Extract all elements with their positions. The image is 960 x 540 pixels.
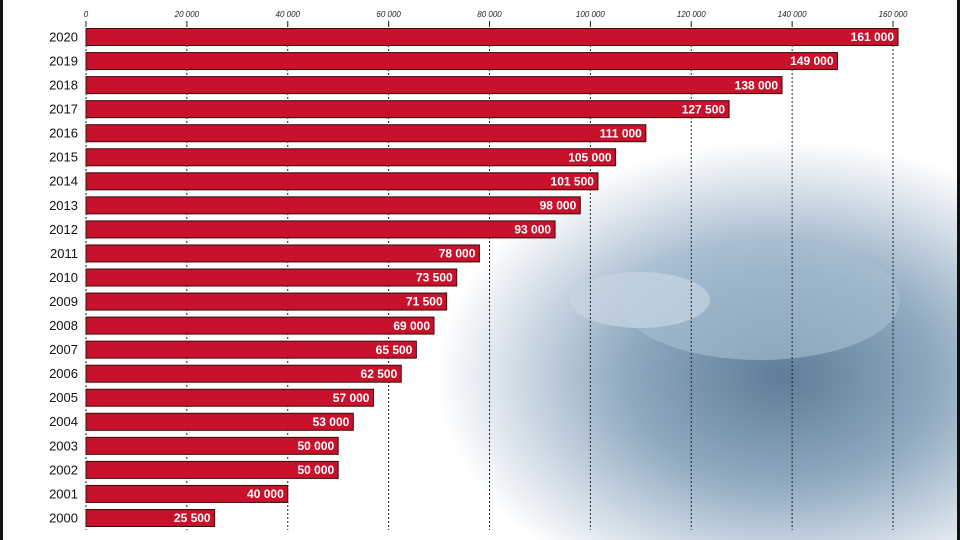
bar [85, 364, 402, 383]
y-tick-label: 2013 [49, 198, 78, 213]
bar [85, 412, 354, 431]
frame-right [957, 0, 960, 540]
value-label: 78 000 [439, 247, 476, 261]
y-tick-label: 2012 [49, 222, 78, 237]
y-tick-label: 2006 [49, 366, 78, 381]
value-label: 65 500 [376, 343, 413, 357]
value-label: 127 500 [682, 102, 726, 116]
y-tick-label: 2003 [49, 438, 78, 453]
x-tick-label: 40 000 [276, 10, 301, 19]
x-tick-label: 20 000 [174, 10, 200, 19]
x-tick-label: 0 [84, 10, 89, 19]
value-label: 71 500 [406, 295, 443, 309]
bar [85, 172, 599, 191]
x-tick-label: 120 000 [677, 10, 706, 19]
value-label: 161 000 [851, 30, 895, 44]
bar [85, 52, 839, 71]
value-label: 50 000 [297, 463, 334, 477]
bar [85, 244, 480, 263]
value-label: 62 500 [361, 367, 398, 381]
y-tick-label: 2001 [49, 486, 78, 501]
value-label: 138 000 [735, 78, 779, 92]
y-tick-label: 2019 [49, 54, 78, 69]
y-tick-label: 2008 [49, 318, 78, 333]
thumb [570, 272, 710, 328]
bars: 2020 161 000 2019 149 000 2018 138 000 2017 127… [49, 28, 899, 527]
x-tick-label: 80 000 [477, 10, 502, 19]
bar [85, 340, 417, 359]
bar [85, 460, 339, 479]
bar [85, 220, 556, 239]
value-label: 111 000 [600, 126, 642, 140]
value-label: 101 500 [551, 174, 595, 188]
value-label: 69 000 [393, 319, 430, 333]
value-label: 50 000 [297, 439, 334, 453]
bar [85, 316, 435, 335]
value-label: 25 500 [174, 511, 211, 525]
y-tick-label: 2009 [49, 294, 78, 309]
x-tick-label: 160 000 [879, 10, 908, 19]
y-tick-label: 2020 [49, 29, 78, 44]
value-label: 98 000 [540, 199, 577, 213]
y-tick-label: 2016 [49, 126, 78, 141]
bar [85, 148, 617, 167]
y-tick-label: 2018 [49, 78, 78, 93]
y-tick-label: 2017 [49, 102, 78, 117]
bar [85, 268, 458, 287]
bar [85, 100, 730, 119]
y-tick-label: 2002 [49, 462, 78, 477]
value-label: 149 000 [790, 54, 834, 68]
y-tick-label: 2000 [49, 510, 78, 525]
value-label: 93 000 [514, 223, 551, 237]
value-label: 57 000 [333, 391, 370, 405]
y-tick-label: 2007 [49, 342, 78, 357]
bar [85, 196, 581, 215]
y-tick-label: 2005 [49, 390, 78, 405]
bar [85, 124, 647, 143]
bar [85, 76, 783, 95]
y-tick-label: 2011 [50, 246, 78, 261]
y-tick-label: 2014 [49, 174, 78, 189]
y-tick-label: 2010 [49, 270, 78, 285]
bar [85, 292, 448, 311]
value-label: 40 000 [247, 487, 284, 501]
y-tick-label: 2015 [49, 150, 78, 165]
value-label: 73 500 [416, 271, 453, 285]
bar [85, 484, 289, 503]
x-tick-label: 140 000 [778, 10, 807, 19]
bar [85, 508, 216, 527]
bar [85, 28, 899, 47]
value-label: 53 000 [313, 415, 350, 429]
bar [85, 436, 339, 455]
x-tick-label: 60 000 [376, 10, 401, 19]
y-tick-label: 2004 [49, 414, 78, 429]
bar [85, 388, 374, 407]
x-tick-label: 100 000 [576, 10, 605, 19]
banknotes [620, 240, 900, 360]
value-label: 105 000 [568, 150, 612, 164]
frame-left [0, 0, 3, 540]
